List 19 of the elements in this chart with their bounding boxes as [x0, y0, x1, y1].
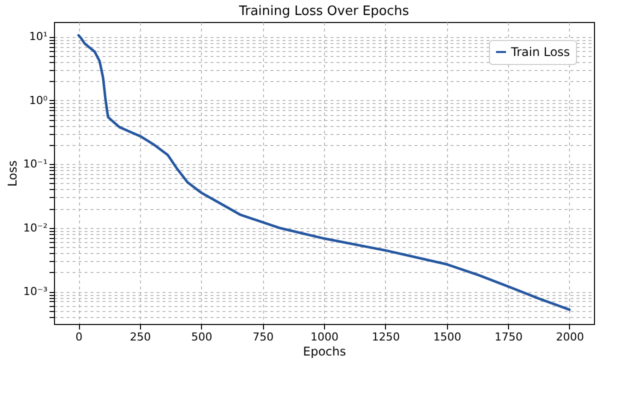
x-tick-label: 500 [191, 330, 212, 344]
y-tick-label: 10⁻³ [23, 285, 48, 298]
x-tick-label: 1500 [433, 330, 462, 344]
chart-title: Training Loss Over Epochs [238, 4, 410, 19]
x-tick-label: 1750 [494, 330, 523, 344]
x-tick-label: 0 [76, 330, 83, 344]
x-tick-label: 1000 [310, 330, 338, 344]
y-axis-title: Loss [5, 160, 20, 187]
y-tick-label: 10⁻¹ [23, 158, 48, 171]
x-tick-label: 1250 [372, 330, 400, 344]
y-tick-label: 10⁰ [29, 94, 48, 107]
x-axis-title: Epochs [303, 344, 346, 358]
line-series [77, 34, 571, 311]
x-tick-label: 250 [130, 330, 151, 344]
x-tick-label: 750 [252, 330, 274, 344]
x-tick-label: 2000 [556, 330, 584, 344]
y-tick-label: 10¹ [29, 30, 48, 44]
y-tick-label: 10⁻² [23, 221, 48, 234]
legend-label: Train Loss [510, 45, 570, 59]
